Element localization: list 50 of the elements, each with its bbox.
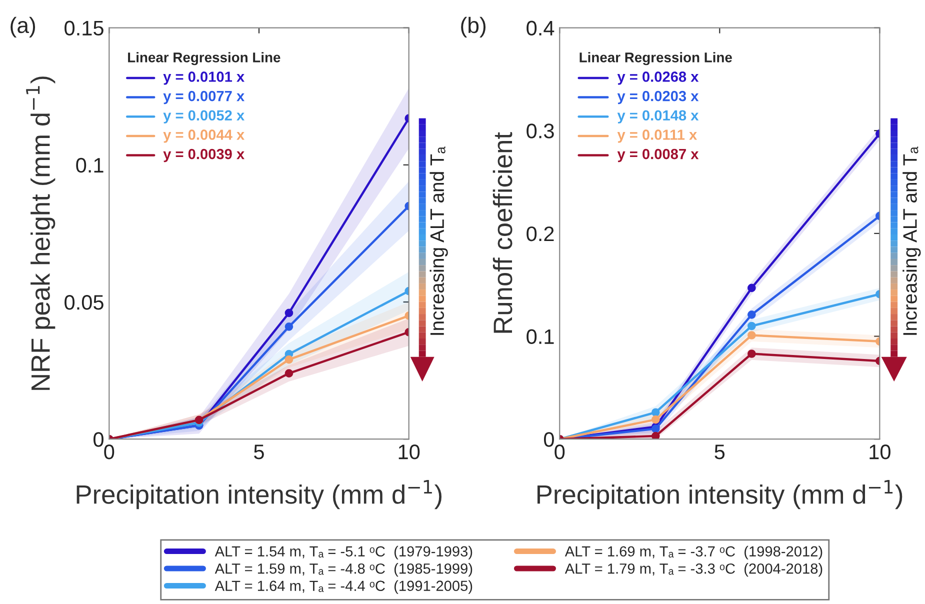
y-tick-label: 0.4 bbox=[526, 20, 554, 36]
y-tick-label: 0.05 bbox=[64, 295, 104, 310]
point bbox=[651, 415, 660, 424]
x-tick-label: 10 bbox=[870, 444, 890, 460]
point bbox=[284, 322, 294, 331]
annotation: y = 0.0052 x bbox=[163, 110, 244, 124]
text: Increasing ALT and Tₐ bbox=[902, 146, 921, 335]
annotation: y = 0.0268 x bbox=[617, 72, 699, 85]
annotation: y = 0.0101 x bbox=[163, 72, 244, 85]
x-tick-label: 0 bbox=[554, 444, 565, 460]
point bbox=[747, 331, 756, 340]
point bbox=[651, 432, 660, 440]
point bbox=[747, 350, 756, 358]
annotation: y = 0.0203 x bbox=[617, 90, 699, 104]
y-tick-label: 0 bbox=[544, 432, 554, 447]
annotation: y = 0.0111 x bbox=[617, 130, 698, 143]
point bbox=[747, 322, 756, 330]
x-tick-label: 5 bbox=[254, 444, 264, 460]
point bbox=[747, 310, 756, 319]
annotation: y = 0.0148 x bbox=[617, 110, 699, 124]
annotation: Linear Regression Line bbox=[580, 52, 732, 66]
x-tick-label: 5 bbox=[714, 444, 725, 460]
x-axis-title: Precipitation intensity (mm d$^{−1}$) bbox=[537, 480, 902, 510]
annotation: y = 0.0044 x bbox=[163, 130, 244, 143]
legend-label: ALT = 1.54 m, Tₐ = -5.1 ᵒC (1979-1993) bbox=[214, 546, 472, 560]
legend-label: ALT = 1.59 m, Tₐ = -4.8 ᵒC (1985-1999) bbox=[214, 563, 472, 577]
x-tick-label: 10 bbox=[398, 444, 420, 460]
annotation: y = 0.0039 x bbox=[163, 148, 244, 162]
text: (a) bbox=[10, 16, 36, 38]
point bbox=[747, 284, 756, 292]
y-tick-label: 0.3 bbox=[526, 124, 554, 138]
y-tick-label: 0.1 bbox=[76, 158, 104, 173]
text: (b) bbox=[461, 16, 486, 38]
y-tick-label: 0.15 bbox=[64, 20, 104, 36]
x-tick-label: 0 bbox=[104, 444, 114, 460]
legend-label: ALT = 1.64 m, Tₐ = -4.4 ᵒC (1991-2005) bbox=[214, 580, 472, 594]
annotation: y = 0.0077 x bbox=[163, 90, 244, 104]
point bbox=[284, 369, 294, 378]
point bbox=[651, 408, 660, 417]
y-tick-label: 0.2 bbox=[526, 226, 554, 242]
annotation: y = 0.0087 x bbox=[617, 148, 699, 162]
y-axis-title: NRF peak height (mm d$^{−1}$) bbox=[26, 76, 56, 390]
legend-label: ALT = 1.79 m, Tₐ = -3.3 ᵒC (2004-2018) bbox=[564, 563, 822, 577]
y-axis-title: Runoff coefficient bbox=[492, 132, 512, 333]
x-axis-title: Precipitation intensity (mm d$^{−1}$) bbox=[76, 480, 442, 510]
annotation: Linear Regression Line bbox=[128, 52, 280, 66]
y-tick-label: 0 bbox=[94, 432, 104, 447]
text: Increasing ALT and Tₐ bbox=[430, 146, 448, 335]
legend-label: ALT = 1.69 m, Tₐ = -3.7 ᵒC (1998-2012) bbox=[564, 546, 822, 560]
y-tick-label: 0.1 bbox=[526, 329, 554, 344]
